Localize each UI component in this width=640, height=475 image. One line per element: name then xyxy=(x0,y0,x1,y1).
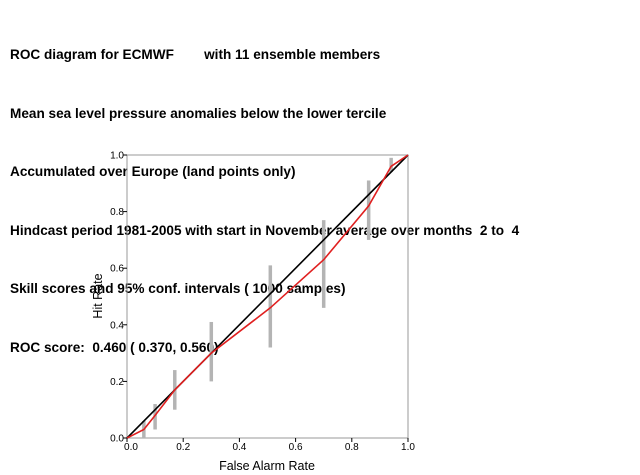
chart-header: ROC diagram for ECMWF with 11 ensemble m… xyxy=(10,6,519,377)
roc-score-line: ROC score: 0.460 ( 0.370, 0.560) xyxy=(10,339,219,355)
y-tick-label-4: 0.6 xyxy=(110,264,124,275)
header-line-1: ROC diagram for ECMWF with 11 ensemble m… xyxy=(10,47,381,62)
y-tick-label-3: 0.4 xyxy=(110,320,124,331)
roc-curve xyxy=(126,154,409,439)
x-tick-label-5: 0.8 xyxy=(345,442,359,453)
plot-frame xyxy=(126,154,409,439)
y-tick-label-1: 0.0 xyxy=(110,434,124,445)
header-line-4: Hindcast period 1981-2005 with start in … xyxy=(10,222,520,238)
x-axis-ticks: 0.0 0.2 0.4 0.6 0.8 1.0 xyxy=(124,438,415,453)
header-line-3: Accumulated over Europe (land points onl… xyxy=(10,164,296,179)
header-line-5: Skill scores and 95% conf. intervals ( 1… xyxy=(10,281,346,296)
confidence-intervals xyxy=(142,157,393,438)
header-line-2: Mean sea level pressure anomalies below … xyxy=(10,105,387,121)
x-tick-label-6: 1.0 xyxy=(401,442,415,453)
y-tick-label-5: 0.8 xyxy=(110,207,124,218)
x-tick-label-1: 0.0 xyxy=(124,442,138,453)
x-tick-label-4: 0.6 xyxy=(289,442,303,453)
y-tick-label-6: 1.0 xyxy=(110,151,124,162)
x-tick-label-3: 0.4 xyxy=(232,442,246,453)
no-skill-diagonal xyxy=(126,154,409,439)
x-axis-label: False Alarm Rate xyxy=(219,459,315,473)
y-tick-label-2: 0.2 xyxy=(110,377,124,388)
y-axis-ticks: 0.0 0.2 0.4 0.6 0.8 1.0 xyxy=(110,151,127,445)
y-axis-label: Hit Rate xyxy=(91,273,105,318)
x-tick-label-2: 0.2 xyxy=(176,442,190,453)
